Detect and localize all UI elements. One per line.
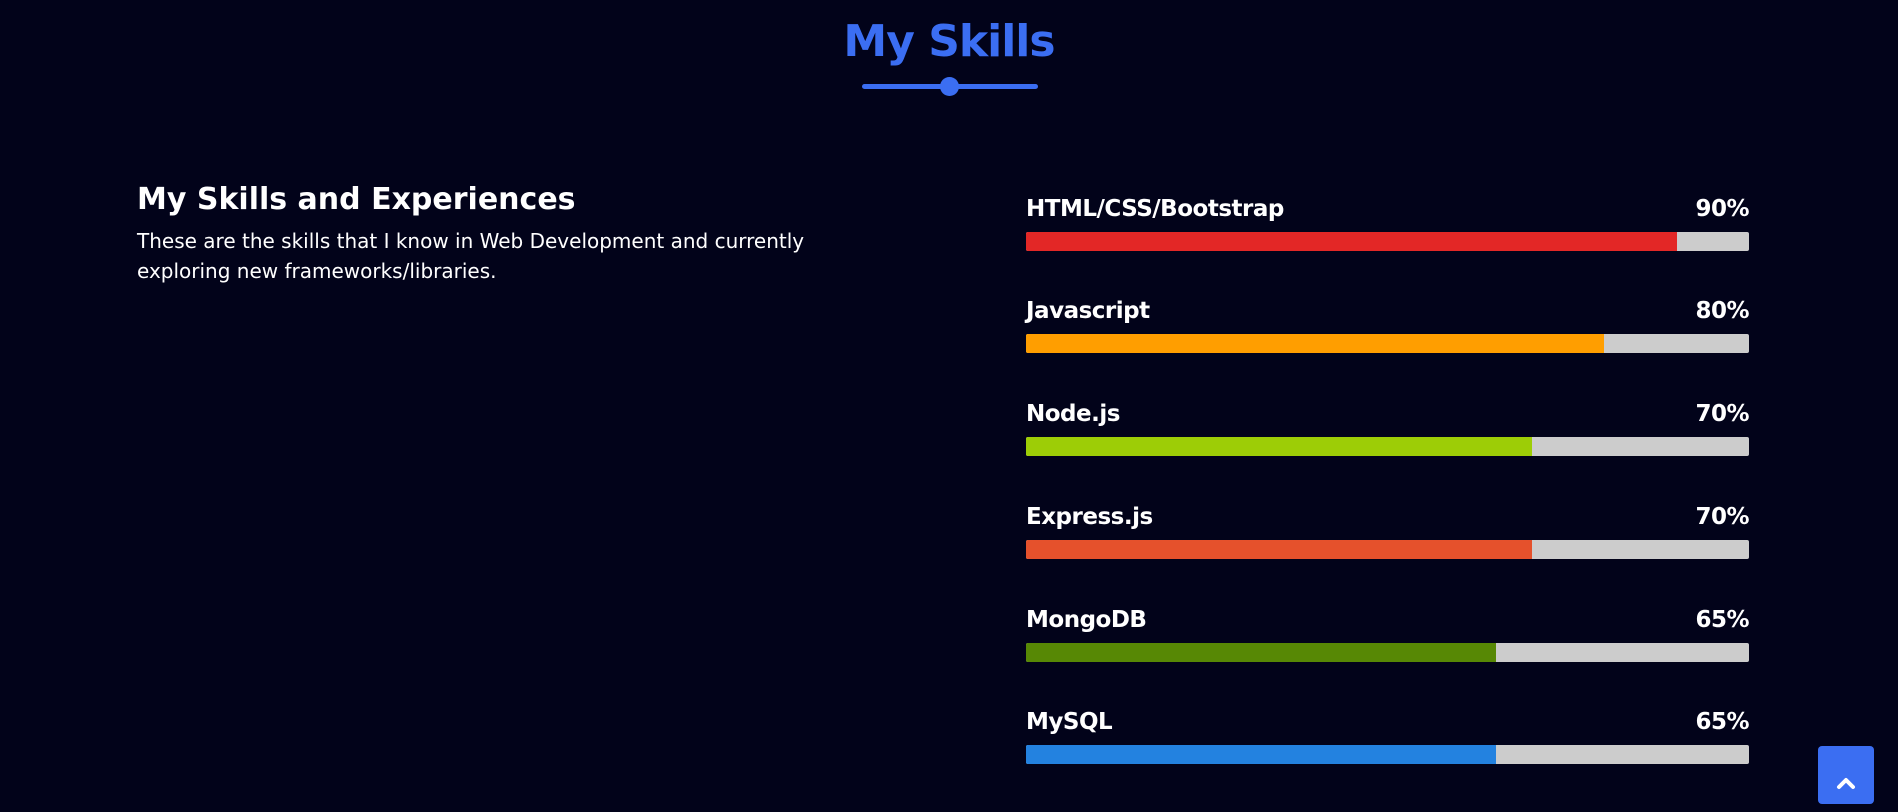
- skill-name: Node.js: [1026, 401, 1120, 427]
- skill-percent: 70%: [1695, 504, 1749, 530]
- skill-fill: [1026, 232, 1677, 251]
- skill-fill: [1026, 540, 1533, 559]
- skill-expressjs: Express.js 70%: [1026, 504, 1749, 559]
- section-title: My Skills: [843, 16, 1055, 67]
- skill-name: MySQL: [1026, 709, 1113, 735]
- title-underline-dot: [940, 77, 959, 96]
- skill-percent: 65%: [1695, 607, 1749, 633]
- skill-track: [1026, 334, 1749, 353]
- skill-fill: [1026, 334, 1605, 353]
- skill-fill: [1026, 745, 1496, 764]
- skill-nodejs: Node.js 70%: [1026, 401, 1749, 456]
- skill-javascript: Javascript 80%: [1026, 298, 1749, 353]
- skill-track: [1026, 643, 1749, 662]
- chevron-up-icon: [1818, 772, 1874, 794]
- intro-heading: My Skills and Experiences: [137, 182, 576, 217]
- skill-percent: 80%: [1695, 298, 1749, 324]
- skill-track: [1026, 745, 1749, 764]
- skill-percent: 65%: [1695, 709, 1749, 735]
- intro-text: These are the skills that I know in Web …: [137, 229, 805, 283]
- skill-fill: [1026, 437, 1533, 456]
- skill-html-css-bootstrap: HTML/CSS/Bootstrap 90%: [1026, 196, 1749, 251]
- skill-name: MongoDB: [1026, 607, 1147, 633]
- skill-mysql: MySQL 65%: [1026, 709, 1749, 764]
- skill-name: Express.js: [1026, 504, 1153, 530]
- skill-fill: [1026, 643, 1496, 662]
- skill-mongodb: MongoDB 65%: [1026, 607, 1749, 662]
- skill-name: HTML/CSS/Bootstrap: [1026, 196, 1284, 222]
- skill-track: [1026, 232, 1749, 251]
- skill-percent: 70%: [1695, 401, 1749, 427]
- skill-name: Javascript: [1026, 298, 1150, 324]
- skill-track: [1026, 540, 1749, 559]
- skill-percent: 90%: [1695, 196, 1749, 222]
- skill-track: [1026, 437, 1749, 456]
- scroll-to-top-button[interactable]: [1818, 746, 1874, 804]
